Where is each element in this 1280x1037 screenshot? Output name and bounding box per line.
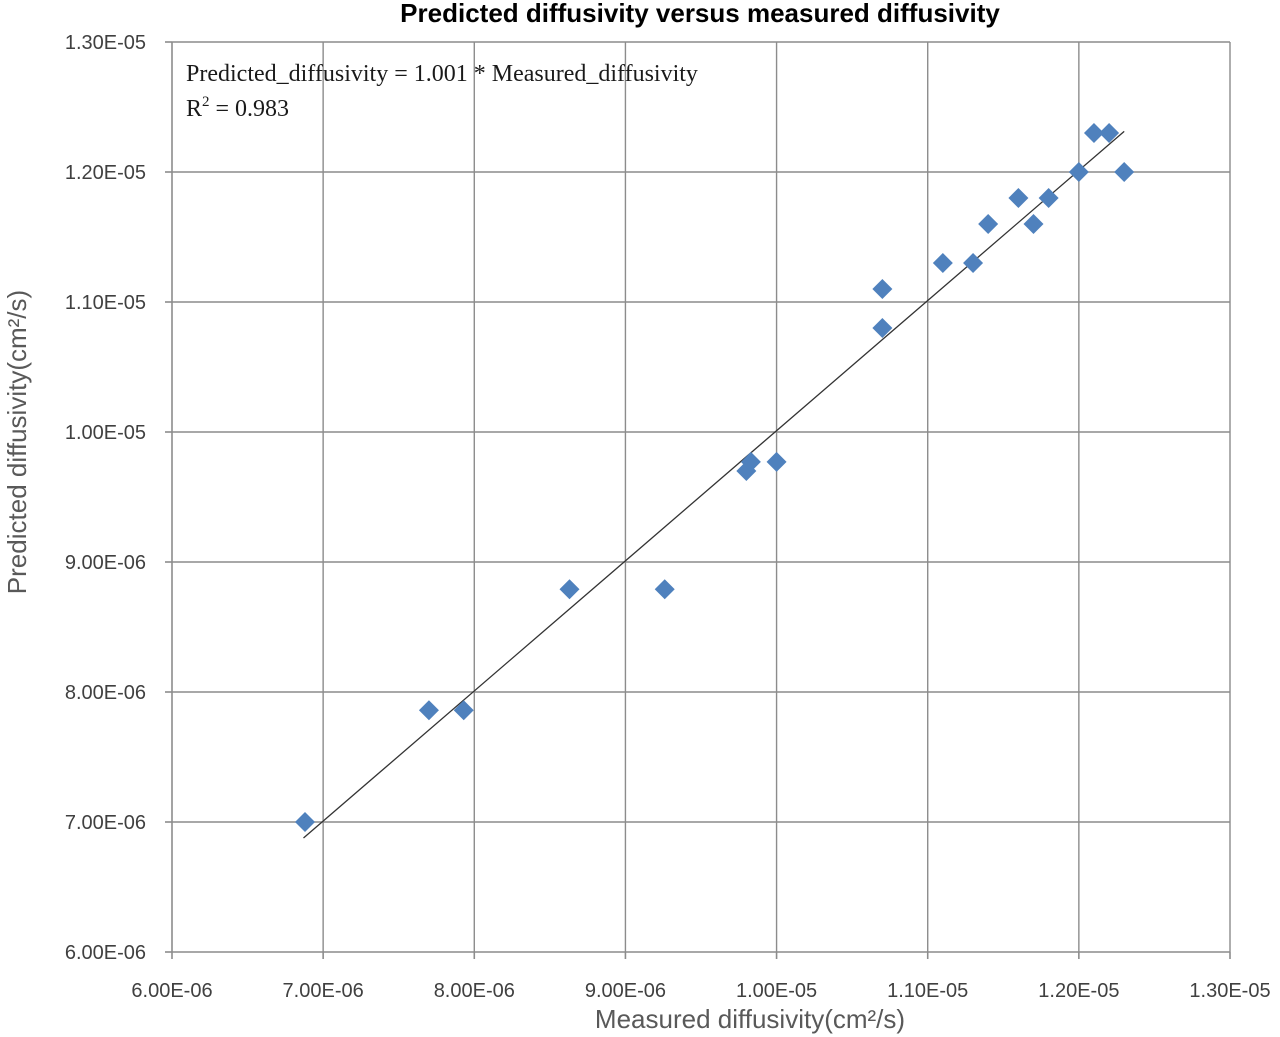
data-point-marker	[872, 318, 893, 338]
data-point-marker	[1114, 162, 1135, 182]
x-tick-label: 1.20E-05	[1038, 980, 1119, 1002]
grid-lines	[165, 41, 1231, 959]
y-tick-label: 7.00E-06	[65, 812, 146, 834]
y-axis-title: Predicted diffusivity(cm²/s)	[2, 290, 32, 594]
x-tick-label: 1.30E-05	[1189, 980, 1270, 1002]
data-point-marker	[654, 579, 675, 600]
y-tick-label: 9.00E-06	[65, 552, 146, 574]
chart-title: Predicted diffusivity versus measured di…	[400, 0, 1000, 28]
y-tick-label: 1.30E-05	[65, 32, 146, 54]
y-tick-label: 8.00E-06	[65, 682, 146, 704]
data-point-marker	[766, 451, 787, 472]
y-tick-label: 1.00E-05	[65, 422, 146, 444]
x-tick-labels: 6.00E-06 7.00E-06 8.00E-06 9.00E-06 1.00E-05…	[131, 980, 1270, 1002]
y-tick-label: 6.00E-06	[65, 942, 146, 964]
r-squared-superscript: 2	[202, 94, 210, 110]
data-point-marker	[1083, 123, 1104, 143]
x-tick-label: 1.00E-05	[736, 980, 817, 1002]
data-point-marker	[740, 451, 761, 472]
data-point-marker	[1008, 188, 1029, 208]
r-squared-value: = 0.983	[210, 96, 290, 122]
data-point-marker	[453, 700, 474, 721]
x-axis-title: Measured diffusivity(cm²/s)	[595, 1004, 905, 1034]
data-points	[295, 123, 1135, 832]
data-point-marker	[1023, 214, 1044, 234]
x-tick-label: 1.10E-05	[887, 980, 968, 1002]
data-point-marker	[418, 700, 439, 721]
data-point-marker	[1099, 123, 1120, 143]
data-point-marker	[978, 214, 999, 234]
data-point-marker	[1068, 162, 1089, 182]
x-tick-label: 9.00E-06	[585, 980, 666, 1002]
r-squared-label: R2 = 0.983	[186, 94, 289, 122]
x-tick-label: 6.00E-06	[131, 980, 212, 1002]
data-point-marker	[963, 253, 984, 273]
data-point-marker	[872, 279, 893, 299]
y-tick-label: 1.20E-05	[65, 162, 146, 184]
data-point-marker	[559, 579, 580, 600]
regression-equation: Predicted_diffusivity = 1.001 * Measured…	[186, 61, 698, 87]
r-squared-prefix: R	[186, 96, 202, 122]
y-tick-label: 1.10E-05	[65, 292, 146, 314]
x-tick-label: 7.00E-06	[283, 980, 364, 1002]
data-point-marker	[295, 812, 316, 832]
x-tick-label: 8.00E-06	[434, 980, 515, 1002]
data-point-marker	[932, 253, 953, 273]
data-point-marker	[1038, 188, 1059, 208]
y-tick-labels: 6.00E-06 7.00E-06 8.00E-06 9.00E-06 1.00E-05…	[65, 32, 146, 964]
linear-trendline	[303, 130, 1125, 839]
